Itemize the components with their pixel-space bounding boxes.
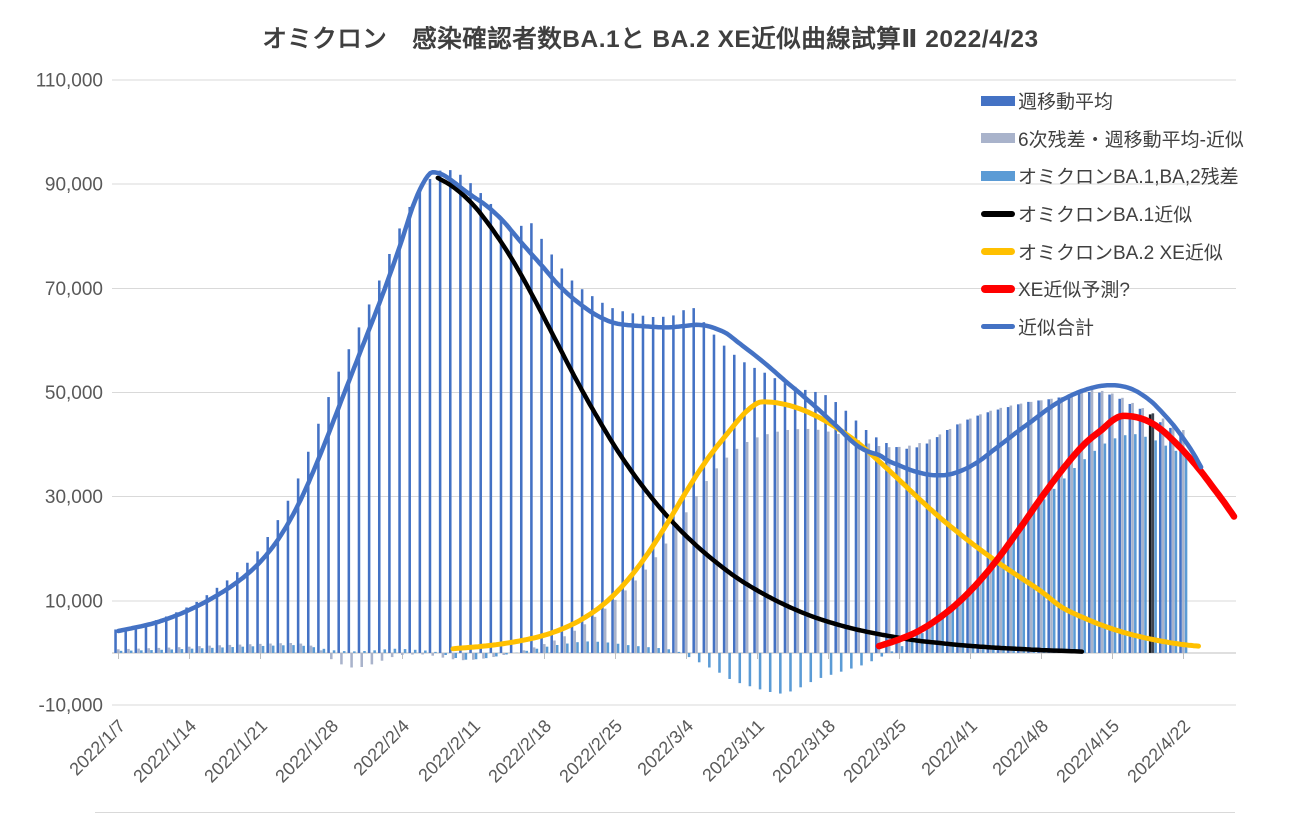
svg-text:2022/1/14: 2022/1/14 xyxy=(129,716,200,787)
svg-text:2022/3/18: 2022/3/18 xyxy=(768,716,839,787)
legend-swatch-ba2-xe-fit-icon xyxy=(981,247,1015,255)
svg-text:10,000: 10,000 xyxy=(45,591,103,612)
svg-text:110,000: 110,000 xyxy=(36,71,103,92)
svg-text:-10,000: -10,000 xyxy=(39,696,103,717)
legend-item-weekly-moving-average: 週移動平均 xyxy=(981,82,1244,120)
svg-text:2022/4/8: 2022/4/8 xyxy=(988,716,1052,780)
bars-ba1-ba2-residual xyxy=(119,434,1188,694)
svg-text:2022/1/21: 2022/1/21 xyxy=(200,716,271,787)
svg-text:50,000: 50,000 xyxy=(45,383,103,404)
legend-swatch-ba1-fit-icon xyxy=(981,210,1015,217)
legend-item-ba1-ba2-residual: オミクロンBA.1,BA,2残差 xyxy=(981,157,1244,195)
legend-item-ba1-fit: オミクロンBA.1近似 xyxy=(981,195,1244,233)
svg-text:2022/4/1: 2022/4/1 xyxy=(917,716,981,780)
legend-swatch-6th-residual-icon xyxy=(981,133,1015,144)
svg-text:2022/2/18: 2022/2/18 xyxy=(484,716,555,787)
svg-text:90,000: 90,000 xyxy=(45,175,103,196)
svg-text:2022/2/25: 2022/2/25 xyxy=(555,716,626,787)
line-fit-total xyxy=(116,169,1204,634)
svg-text:2022/3/4: 2022/3/4 xyxy=(633,716,697,780)
x-axis-labels: 2022/1/7 2022/1/14 2022/1/21 2022/1/28 2022/… xyxy=(65,716,1194,787)
line-ba1-fit xyxy=(435,175,1085,654)
svg-text:2022/2/4: 2022/2/4 xyxy=(349,716,413,780)
svg-text:2022/1/7: 2022/1/7 xyxy=(65,716,129,780)
line-ba2-xe-fit xyxy=(450,399,1201,652)
legend-item-fit-total: 近似合計 xyxy=(981,308,1244,346)
legend-item-xe-forecast: XE近似予測? xyxy=(981,270,1244,308)
legend-swatch-ba1-ba2-residual-icon xyxy=(981,170,1015,181)
legend-swatch-fit-total-icon xyxy=(981,323,1015,329)
legend-swatch-weekly-moving-average-icon xyxy=(981,95,1015,106)
svg-text:2022/2/11: 2022/2/11 xyxy=(414,716,484,786)
axis-ticks xyxy=(112,652,1236,659)
svg-text:2022/3/25: 2022/3/25 xyxy=(839,716,910,787)
legend-item-6th-residual: 6次残差・週移動平均-近似 xyxy=(981,120,1244,158)
legend-swatch-xe-forecast-icon xyxy=(981,284,1015,293)
svg-text:70,000: 70,000 xyxy=(45,279,103,300)
svg-text:2022/4/22: 2022/4/22 xyxy=(1123,716,1194,787)
chart-area-border xyxy=(95,812,1235,813)
svg-text:30,000: 30,000 xyxy=(45,487,103,508)
svg-text:2022/3/11: 2022/3/11 xyxy=(698,716,768,786)
chart-legend: 週移動平均 6次残差・週移動平均-近似 オミクロンBA.1,BA,2残差 オミク… xyxy=(981,82,1244,345)
svg-text:2022/4/15: 2022/4/15 xyxy=(1052,716,1123,787)
svg-text:2022/1/28: 2022/1/28 xyxy=(271,716,342,787)
legend-item-ba2-xe-fit: オミクロンBA.2 XE近似 xyxy=(981,232,1244,270)
y-axis-labels: 110,000 90,000 70,000 50,000 30,000 10,000 -10… xyxy=(36,71,103,717)
chart-title: オミクロン 感染確認者数BA.1と BA.2 XE近似曲線試算Ⅱ 2022/4/… xyxy=(262,26,1039,53)
line-xe-forecast xyxy=(875,412,1238,650)
